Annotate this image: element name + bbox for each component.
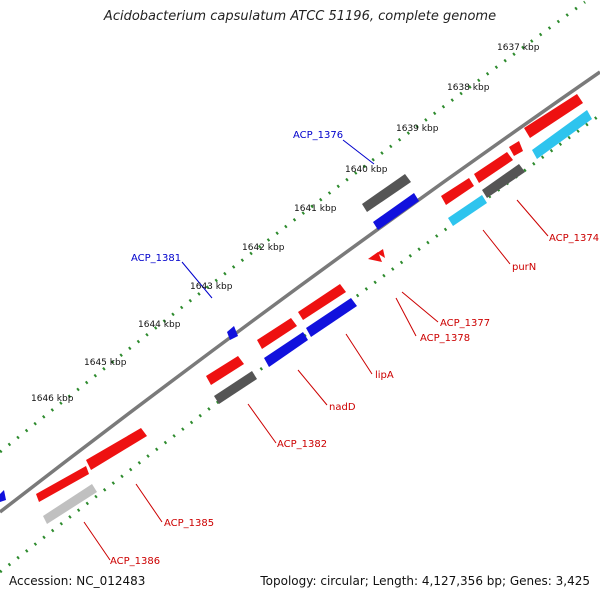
tick-label: 1646 kbp — [31, 394, 74, 404]
gene-arrow[interactable] — [43, 484, 97, 524]
tick-label: 1641 kbp — [294, 204, 337, 214]
gene-arrow[interactable] — [482, 164, 525, 198]
gene-label-acp1378[interactable]: ACP_1378 — [420, 333, 470, 344]
gene-label-acp1374[interactable]: ACP_1374 — [549, 233, 599, 244]
tick-label: 1643 kbp — [190, 282, 233, 292]
gene-arrow[interactable] — [524, 94, 583, 138]
tick-label: 1644 kbp — [138, 320, 181, 330]
gene-arrow[interactable] — [448, 195, 487, 226]
gene-arrow[interactable] — [368, 252, 382, 262]
gene-arrow[interactable] — [509, 141, 523, 156]
gene-arrow[interactable] — [441, 178, 474, 205]
gene-label-acp1376[interactable]: ACP_1376 — [293, 130, 343, 141]
label-leaders — [83, 139, 549, 561]
tick-label: 1638 kbp — [447, 83, 490, 93]
tick-label: 1639 kbp — [396, 124, 439, 134]
tick-label: 1642 kbp — [242, 243, 285, 253]
gene-arrow[interactable] — [257, 318, 297, 349]
gene-label-nadd[interactable]: nadD — [329, 402, 356, 413]
tick-label: 1637 kbp — [497, 43, 540, 53]
gene-arrow[interactable] — [306, 298, 357, 337]
gene-arrow[interactable] — [264, 332, 308, 367]
tick-label: 1640 kbp — [345, 165, 388, 175]
scale-tick-labels: 1637 kbp 1638 kbp 1639 kbp 1640 kbp 1641… — [31, 43, 540, 404]
gene-label-acp1377[interactable]: ACP_1377 — [440, 318, 490, 329]
gene-arrow[interactable] — [362, 174, 411, 212]
gene-arrow[interactable] — [373, 193, 419, 230]
gene-arrow[interactable] — [532, 110, 592, 159]
reverse-genes — [0, 110, 592, 524]
gene-label-acp1386[interactable]: ACP_1386 — [110, 556, 160, 567]
gene-arrow[interactable] — [86, 428, 147, 470]
gene-arrow[interactable] — [36, 466, 89, 502]
gene-label-lipa[interactable]: lipA — [375, 370, 394, 381]
gene-label-acp1382[interactable]: ACP_1382 — [277, 439, 327, 450]
gene-arrow[interactable] — [227, 326, 238, 340]
accession-text: Accession: NC_012483 — [9, 574, 146, 588]
gene-arrow[interactable] — [298, 284, 346, 320]
gene-arrow[interactable] — [214, 371, 257, 404]
gene-label-purn[interactable]: purN — [512, 262, 536, 273]
map-title: Acidobacterium capsulatum ATCC 51196, co… — [103, 9, 497, 24]
gene-arrow[interactable] — [377, 249, 385, 258]
gene-arrow[interactable] — [474, 152, 513, 183]
tick-label: 1645 kbp — [84, 358, 127, 368]
gene-arrow[interactable] — [206, 356, 244, 385]
genome-summary-text: Topology: circular; Length: 4,127,356 bp… — [260, 574, 590, 588]
gene-label-acp1381[interactable]: ACP_1381 — [131, 253, 181, 264]
genome-backbone — [0, 70, 600, 514]
forward-genes — [36, 94, 583, 502]
gene-labels: ACP_1376 ACP_1381 ACP_1374 purN ACP_1377… — [110, 130, 599, 567]
gene-label-acp1385[interactable]: ACP_1385 — [164, 518, 214, 529]
gene-arrow[interactable] — [0, 490, 6, 502]
outer-tick-ring — [0, 0, 586, 454]
